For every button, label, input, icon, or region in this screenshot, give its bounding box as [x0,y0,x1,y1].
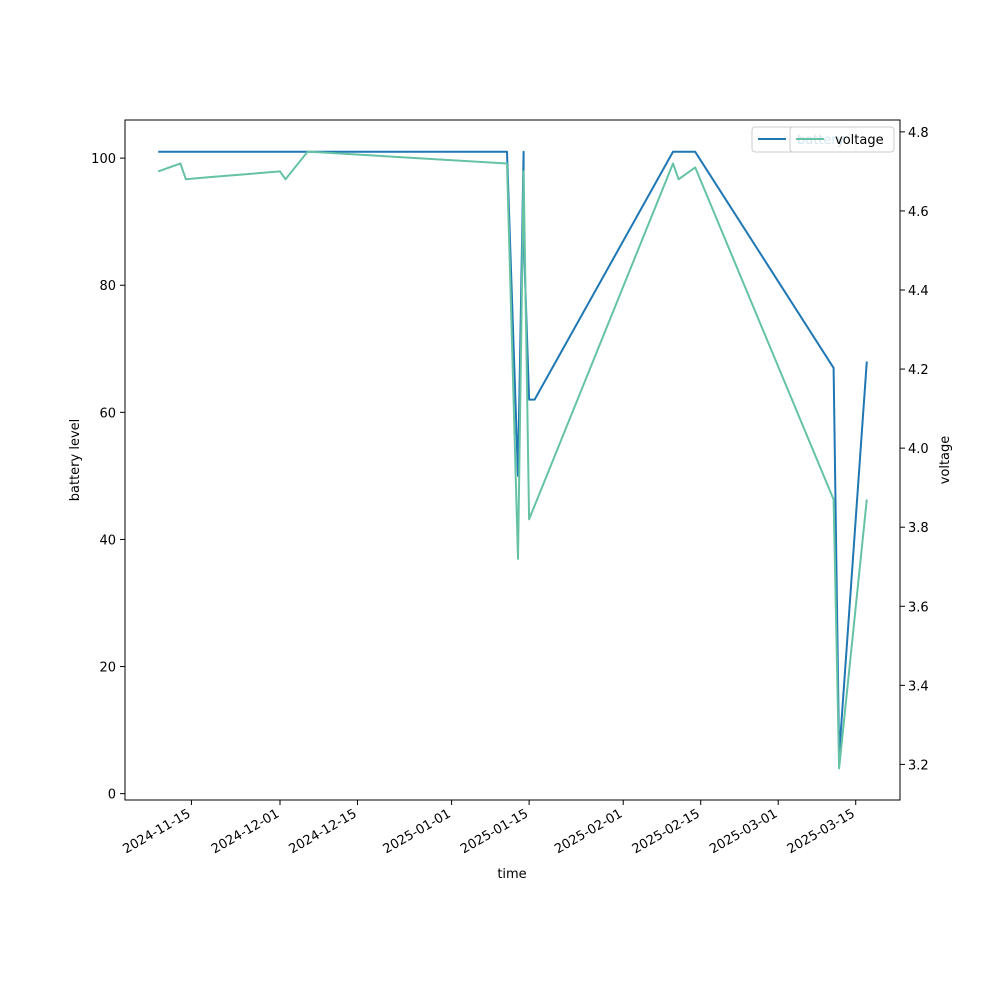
series-line-battery [158,150,868,757]
right-axis: 3.2 3.4 3.6 3.8 4.0 4.2 4.4 4.6 4.8 [900,126,929,773]
legend-voltage-box [789,126,895,153]
axes-frame [124,119,901,801]
y2-tick-label: 3.8 [908,521,929,536]
y2-tick-label: 4.0 [908,442,929,457]
y-tick-label: 80 [99,279,116,294]
y2-tick-label: 4.2 [908,363,929,378]
y2-tick-label: 4.8 [908,126,929,141]
y2-tick-label: 4.6 [908,205,929,220]
y-tick-label: 60 [99,406,116,421]
y-axis-title: battery level [68,419,83,502]
y2-tick-label: 3.2 [908,758,929,773]
y2-tick-label: 3.4 [908,679,929,694]
x-axis-title: time [497,867,526,882]
y-tick-label: 20 [99,661,116,676]
y2-tick-label: 4.4 [908,284,929,299]
y-tick-label: 0 [108,788,116,803]
legend-voltage-label: voltage [835,133,884,148]
y-tick-label: 100 [91,152,116,167]
left-axis: 0 20 40 60 80 100 [91,152,125,803]
y-tick-label: 40 [99,533,116,548]
y2-tick-label: 3.6 [908,600,929,615]
legend-voltage: voltage [789,126,895,153]
series-line-voltage [157,150,868,770]
plot-area [124,119,901,801]
y2-axis-title: voltage [938,436,953,485]
